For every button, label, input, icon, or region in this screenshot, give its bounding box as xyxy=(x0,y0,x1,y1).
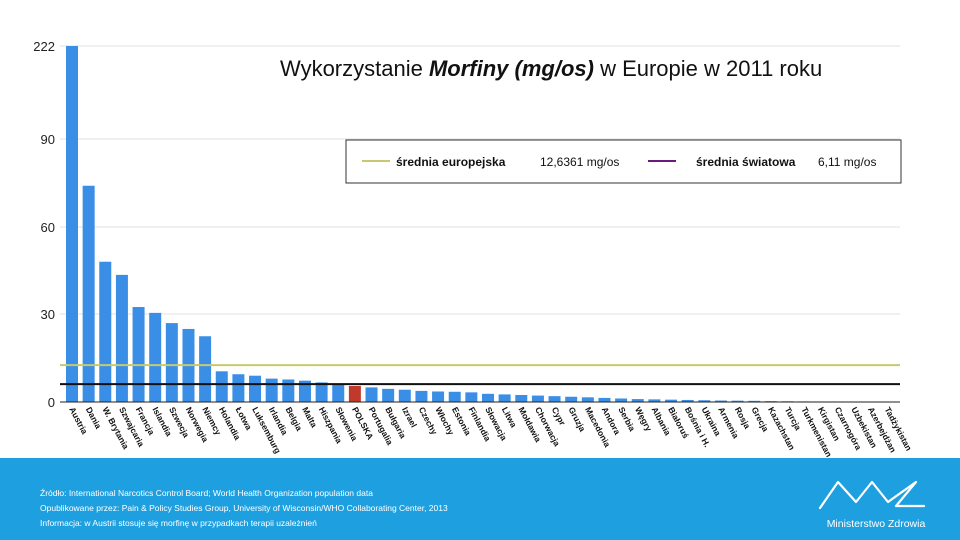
bar-33 xyxy=(615,398,628,402)
legend-eu-label: średnia europejska xyxy=(396,155,506,169)
bar-4 xyxy=(132,307,145,402)
bar-23 xyxy=(448,391,461,402)
bar-11 xyxy=(249,375,262,402)
legend-box xyxy=(345,139,902,184)
bar-37 xyxy=(681,399,694,402)
bar-24 xyxy=(465,392,478,402)
bar-17 xyxy=(348,385,361,402)
legend: średnia europejska 12,6361 mg/os średnia… xyxy=(345,139,902,184)
bar-40 xyxy=(731,400,744,402)
bar-12 xyxy=(265,378,278,402)
bar-41 xyxy=(748,400,761,402)
bar-6 xyxy=(165,323,178,402)
bar-3 xyxy=(115,274,128,402)
bars xyxy=(66,46,894,403)
bar-25 xyxy=(482,393,494,402)
y-tick-label: 222 xyxy=(33,39,55,54)
bar-28 xyxy=(531,395,544,402)
bar-32 xyxy=(598,397,611,402)
footer-published: Opublikowane przez: Pain & Policy Studie… xyxy=(40,503,448,513)
bar-30 xyxy=(565,396,578,402)
bar-31 xyxy=(581,397,594,402)
bar-26 xyxy=(498,394,511,402)
legend-world-value: 6,11 mg/os xyxy=(818,155,876,169)
bar-38 xyxy=(698,400,711,402)
bar-20 xyxy=(398,389,411,402)
ministry-logo-text: Ministerstwo Zdrowia xyxy=(826,518,926,530)
bar-39 xyxy=(714,400,727,402)
y-tick-label: 0 xyxy=(48,395,55,410)
bar-18 xyxy=(365,387,378,402)
bar-8 xyxy=(199,336,212,402)
chart-title: Wykorzystanie Morfiny (mg/os) w Europie … xyxy=(280,56,822,81)
y-tick-labels: 0 30 60 90 222 xyxy=(33,39,55,410)
legend-eu-value: 12,6361 mg/os xyxy=(540,155,619,169)
bar-36 xyxy=(665,399,678,402)
y-tick-label: 60 xyxy=(41,220,55,235)
footer-text: Źródło: International Narcotics Control … xyxy=(40,486,448,531)
bar-29 xyxy=(548,396,561,402)
bar-15 xyxy=(315,382,328,402)
bar-35 xyxy=(648,399,661,402)
footer-source: Źródło: International Narcotics Control … xyxy=(40,488,373,498)
bar-2 xyxy=(99,261,112,402)
bar-10 xyxy=(232,374,245,402)
bar-9 xyxy=(215,371,228,402)
y-tick-label: 30 xyxy=(41,307,55,322)
y-tick-label: 90 xyxy=(41,132,55,147)
bar-16 xyxy=(332,383,345,402)
bar-14 xyxy=(298,380,311,402)
bar-0 xyxy=(66,46,78,402)
bar-27 xyxy=(515,394,528,402)
bar-34 xyxy=(631,399,644,402)
bar-22 xyxy=(432,391,445,402)
legend-world-label: średnia światowa xyxy=(696,155,796,169)
footer-info: Informacja: w Austrii stosuje się morfin… xyxy=(40,518,317,528)
bar-1 xyxy=(82,185,95,402)
bar-13 xyxy=(282,379,295,402)
footer: Źródło: International Narcotics Control … xyxy=(0,458,960,540)
bar-19 xyxy=(382,388,395,402)
ministry-logo: Ministerstwo Zdrowia xyxy=(812,472,940,536)
bar-5 xyxy=(149,312,162,402)
bar-21 xyxy=(415,390,428,402)
reference-lines xyxy=(60,364,900,403)
mz-logo-icon xyxy=(818,480,926,510)
